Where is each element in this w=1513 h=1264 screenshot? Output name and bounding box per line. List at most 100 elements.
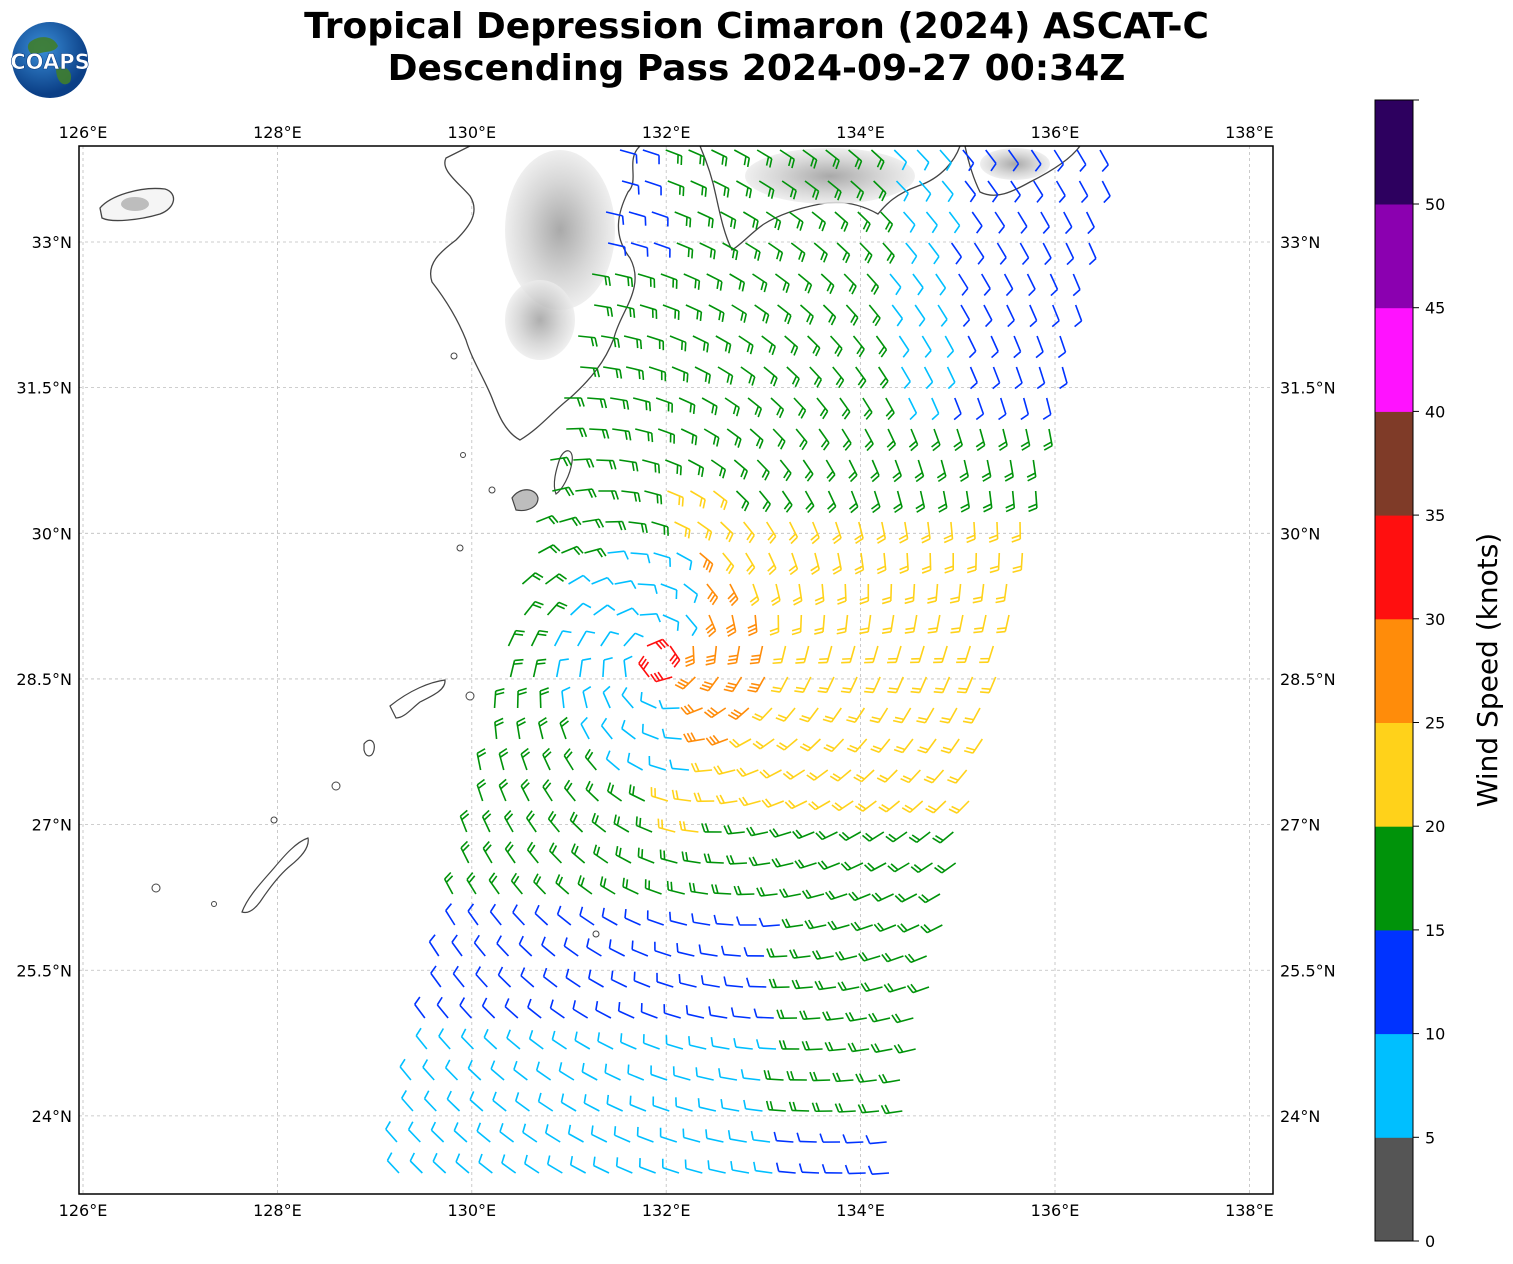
wind-barb <box>698 944 718 957</box>
wind-barb <box>841 428 852 451</box>
wind-barb <box>660 583 678 600</box>
wind-barb <box>855 366 867 389</box>
wind-barb <box>386 1152 400 1174</box>
relief-jeju <box>121 197 149 211</box>
logo-text: COAPS <box>10 50 89 74</box>
wind-barb <box>814 980 837 991</box>
wind-barb <box>632 397 652 412</box>
wind-barb <box>705 645 718 666</box>
wind-barb <box>693 792 715 803</box>
wind-barb <box>409 1152 423 1174</box>
wind-barb <box>578 335 598 347</box>
wind-barb <box>561 686 571 709</box>
lon-tick-label-bottom: 136°E <box>1031 1201 1080 1220</box>
wind-barb <box>814 614 826 635</box>
island-4 <box>465 691 475 701</box>
wind-barb <box>648 366 667 382</box>
wind-barb <box>542 779 553 802</box>
wind-barb <box>733 885 755 896</box>
wind-barb <box>818 645 833 664</box>
wind-barb <box>1003 273 1014 297</box>
wind-barb <box>520 778 530 802</box>
wind-barb <box>868 304 881 327</box>
wind-barb <box>569 1155 587 1174</box>
wind-barb <box>876 769 898 783</box>
wind-barb <box>900 769 921 784</box>
wind-barb <box>949 583 962 604</box>
wind-barb <box>729 273 746 292</box>
wind-barb <box>985 149 997 172</box>
wind-barb <box>745 242 761 261</box>
wind-barb <box>925 800 947 814</box>
wind-barb <box>975 397 985 421</box>
wind-barb <box>876 552 887 575</box>
wind-barb <box>617 1002 635 1019</box>
wind-barb <box>727 1130 747 1143</box>
wind-barb <box>904 583 916 605</box>
wind-barb <box>481 997 496 1019</box>
wind-barb <box>713 914 734 926</box>
wind-barb <box>514 1092 530 1112</box>
wind-barb <box>482 841 493 864</box>
wind-barb <box>690 180 708 197</box>
wind-barb <box>446 1090 461 1112</box>
wind-barb <box>563 937 579 957</box>
wind-barb <box>614 273 634 287</box>
wind-barb <box>964 180 977 203</box>
lat-tick-label-right: 31.5°N <box>1280 379 1336 398</box>
wind-barb <box>905 242 918 265</box>
wind-barb <box>854 800 877 812</box>
wind-barb <box>889 273 902 296</box>
wind-barb <box>528 1030 544 1050</box>
lon-tick-labels-bottom: 126°E 128°E 130°E 132°E 134°E 136°E 138°E <box>59 1201 1274 1220</box>
wind-barb <box>756 149 773 168</box>
wind-barb <box>1029 304 1038 328</box>
wind-barb <box>559 716 569 740</box>
wind-barb <box>650 787 669 802</box>
wind-barb <box>956 676 974 694</box>
wind-barb <box>726 428 742 448</box>
wind-barb <box>738 796 761 807</box>
lon-tick-label-top: 138°E <box>1225 123 1274 142</box>
wind-barb <box>822 304 837 326</box>
wind-barb <box>975 428 986 452</box>
wind-barb <box>865 1134 887 1145</box>
wind-barb <box>626 752 644 771</box>
wind-barb <box>708 1006 728 1019</box>
wind-barb <box>509 658 524 678</box>
wind-barb <box>1005 490 1016 513</box>
wind-barb <box>950 242 962 265</box>
wind-barb <box>932 831 954 844</box>
wind-barb <box>415 1027 428 1050</box>
wind-barb <box>680 704 703 715</box>
wind-barb <box>811 211 827 232</box>
wind-barb <box>944 552 954 574</box>
wind-barb <box>651 211 669 227</box>
wind-barb <box>583 1094 600 1112</box>
wind-barb <box>748 856 771 867</box>
wind-barb <box>992 366 1001 390</box>
wind-barb <box>756 459 770 481</box>
wind-barb <box>740 1069 761 1081</box>
wind-barb <box>908 428 919 452</box>
wind-barb <box>628 211 647 226</box>
wind-barb <box>1028 490 1038 513</box>
lat-tick-label-right: 28.5°N <box>1280 670 1336 689</box>
wind-barb <box>931 397 940 421</box>
wind-barb <box>733 1038 753 1050</box>
wind-barb <box>674 676 696 690</box>
colorbar-bin <box>1375 826 1413 931</box>
coastline-tanegashima <box>553 450 573 495</box>
wind-barb <box>715 335 732 354</box>
wind-barb <box>574 1031 591 1050</box>
wind-barb <box>492 1091 507 1112</box>
wind-barb <box>920 924 943 934</box>
wind-barb <box>777 304 792 325</box>
wind-barb <box>898 335 910 358</box>
wind-barb <box>776 1009 798 1020</box>
wind-barb <box>845 1011 867 1022</box>
wind-barb <box>793 397 807 419</box>
wind-barb <box>821 1164 843 1174</box>
wind-barb <box>759 769 782 779</box>
wind-barb <box>998 428 1008 451</box>
